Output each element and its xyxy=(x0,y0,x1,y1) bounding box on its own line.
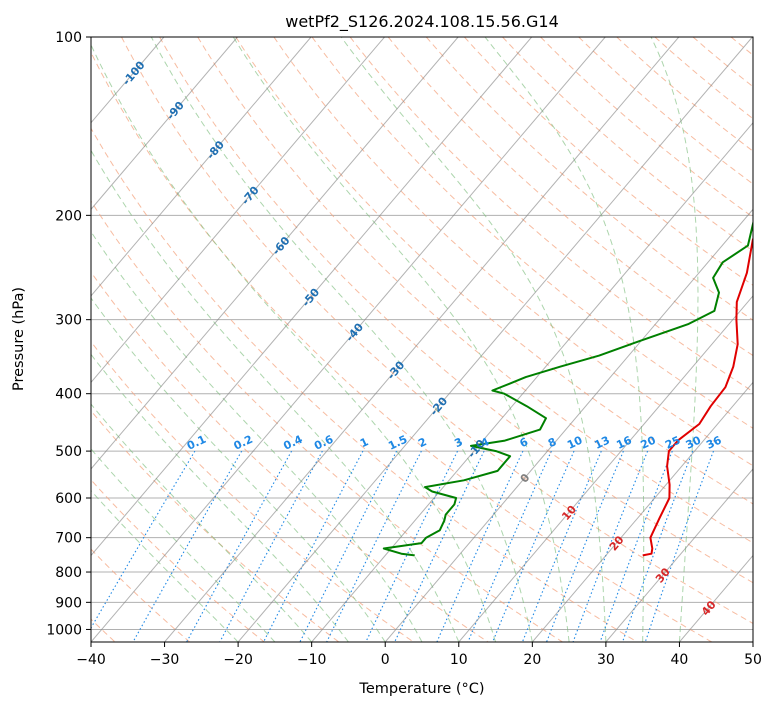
mixing-ratio-line xyxy=(599,450,673,642)
y-tick-label: 600 xyxy=(55,491,82,507)
dry-adiabat xyxy=(464,37,753,286)
x-tick-label: 10 xyxy=(450,652,468,668)
isotherm-line xyxy=(458,295,753,642)
moist-adiabats xyxy=(91,37,699,642)
mixing-ratio-line xyxy=(132,450,243,642)
y-axis-title: Pressure (hPa) xyxy=(11,287,27,391)
y-tick-label: 400 xyxy=(55,387,82,403)
x-tick-label: 40 xyxy=(671,652,689,668)
isotherm-line xyxy=(164,37,680,642)
dry-adiabat xyxy=(159,37,753,584)
moist-adiabat xyxy=(91,230,423,642)
dry-adiabat xyxy=(273,37,753,467)
dry-adiabat xyxy=(91,127,638,642)
mixing-ratio-label: 36 xyxy=(704,433,724,451)
x-tick-label: 50 xyxy=(744,652,762,668)
isotherm-line xyxy=(237,37,753,642)
x-tick-label: −30 xyxy=(150,652,180,668)
y-tick-label: 300 xyxy=(55,313,82,329)
mixing-ratio-line xyxy=(219,450,323,642)
isotherm-line xyxy=(91,37,238,211)
y-tick-label: 900 xyxy=(55,595,82,611)
dry-adiabat xyxy=(121,37,753,624)
plot-frame xyxy=(90,36,754,643)
moist-adiabat xyxy=(91,43,497,642)
moist-adiabat xyxy=(150,37,533,642)
mixing-ratio-line xyxy=(365,450,458,642)
chart-title: wetPf2_S126.2024.108.15.56.G14 xyxy=(285,12,559,32)
moist-adiabat xyxy=(650,37,699,642)
isotherm-line xyxy=(531,381,753,642)
y-tick-label: 100 xyxy=(55,30,82,46)
dry-adiabat xyxy=(197,37,753,544)
axes: −40 −30 −20 −10 0 10 20 30 40 50 100 200 300 400 500 60… xyxy=(46,30,762,668)
mixing-ratio-line xyxy=(521,450,602,642)
isotherm-line xyxy=(91,37,459,470)
mixing-ratio-line xyxy=(622,450,694,642)
pressure-gridlines xyxy=(91,37,753,630)
moist-adiabat xyxy=(232,37,570,642)
x-tick-label: 20 xyxy=(523,652,541,668)
isotherm-line xyxy=(91,37,533,557)
isotherm-line xyxy=(91,37,312,297)
mixing-ratio-line xyxy=(186,450,293,642)
x-tick-label: 0 xyxy=(381,652,390,668)
x-tick-label: 30 xyxy=(597,652,615,668)
x-tick-label: −40 xyxy=(76,652,106,668)
isotherm-line xyxy=(311,122,753,642)
dewpoint-profile xyxy=(382,220,753,557)
mixing-ratio-line xyxy=(326,450,422,642)
mixing-ratio-line xyxy=(546,450,624,642)
mixing-ratio-label: 10 xyxy=(565,433,585,451)
moist-adiabat xyxy=(484,37,645,642)
temperature-profile xyxy=(642,236,753,557)
mixing-ratio-line xyxy=(299,450,398,642)
y-tick-label: 200 xyxy=(55,208,82,224)
moist-adiabat xyxy=(91,149,460,642)
dry-adiabat xyxy=(91,548,191,642)
y-tick-label: 800 xyxy=(55,565,82,581)
x-axis-title: Temperature (°C) xyxy=(358,681,484,697)
mixing-ratio-line xyxy=(263,450,364,642)
dry-adiabat xyxy=(91,200,563,642)
mixing-ratio-label: 16 xyxy=(614,433,634,451)
y-tick-label: 1000 xyxy=(46,622,82,638)
mixing-ratio-label: 25 xyxy=(663,434,682,452)
mixing-ratio-label: 20 xyxy=(639,433,659,451)
x-tick-label: −20 xyxy=(223,652,253,668)
mixing-ratio-label: 30 xyxy=(684,433,704,451)
dry-adiabat xyxy=(425,37,753,321)
mixing-ratio-line xyxy=(436,450,524,642)
moist-adiabat xyxy=(91,297,386,642)
mixing-ratio-label: 13 xyxy=(592,434,611,452)
mixing-ratio-line xyxy=(572,450,649,642)
moist-adiabat xyxy=(91,353,349,642)
x-tick-label: −10 xyxy=(297,652,327,668)
dry-adiabat xyxy=(235,37,753,505)
y-tick-label: 500 xyxy=(55,444,82,460)
y-tick-label: 700 xyxy=(55,531,82,547)
moist-adiabat xyxy=(91,448,276,642)
isotherm-line xyxy=(91,37,385,384)
sounding-profiles xyxy=(382,220,753,557)
isotherm-line xyxy=(91,37,606,642)
moist-adiabat xyxy=(91,403,313,642)
isotherm-line xyxy=(605,468,753,642)
moist-adiabat xyxy=(340,37,607,642)
